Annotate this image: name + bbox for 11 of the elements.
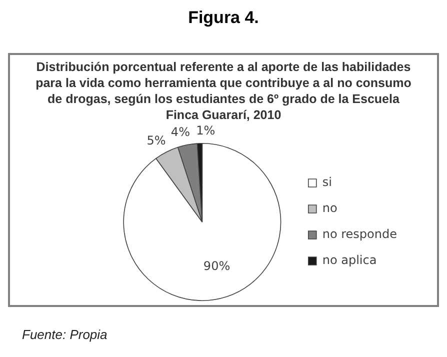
legend-label: no responde (322, 227, 398, 242)
text: Figura 4. (187, 8, 260, 28)
legend-label: no (322, 201, 338, 216)
data-label: 90% (203, 258, 230, 273)
legend-label: no aplica (322, 253, 377, 268)
data-label: 4% (170, 125, 190, 140)
legend-label: si (322, 175, 332, 190)
data-label: 5% (146, 133, 166, 148)
data-label: 1% (196, 124, 216, 138)
source-note: Fuente: Propia (22, 327, 108, 342)
chart-title: Distribución porcentual referente a al aporte de las habilidades para la vida como herramienta que contribuye a al no consumo de drogas, según los estudiantes de 6º grado de la Escuela Finca Guararí, 2010 (34, 59, 412, 123)
